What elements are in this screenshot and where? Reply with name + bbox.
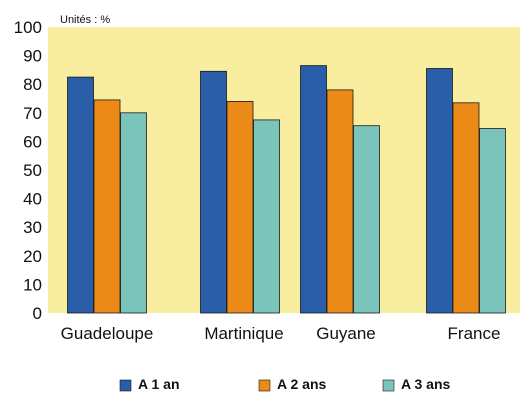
bar — [426, 68, 453, 314]
bar — [353, 125, 380, 314]
y-tick-label: 20 — [23, 247, 42, 266]
category-label: Martinique — [204, 324, 283, 343]
legend-label: A 3 ans — [401, 376, 450, 392]
bar — [479, 128, 506, 314]
legend-swatch — [382, 379, 395, 392]
bar — [326, 89, 354, 314]
y-tick-label: 90 — [23, 47, 42, 66]
y-tick-label: 30 — [23, 218, 42, 237]
y-tick-label: 40 — [23, 190, 42, 209]
legend-swatch — [119, 379, 132, 392]
y-axis: 0 10 20 30 40 50 60 70 80 90 100 — [14, 18, 42, 323]
bar — [67, 76, 94, 314]
bar — [253, 119, 280, 314]
bars — [67, 65, 506, 314]
unit-label: Unités : % — [60, 14, 110, 26]
y-tick-label: 70 — [23, 104, 42, 123]
legend: A 1 an A 2 ans A 3 ans — [119, 376, 450, 392]
y-tick-label: 100 — [14, 18, 42, 37]
y-tick-label: 10 — [23, 275, 42, 294]
bar — [93, 99, 121, 314]
x-axis: Guadeloupe Martinique Guyane France — [61, 324, 501, 343]
category-label: France — [448, 324, 501, 343]
y-tick-label: 80 — [23, 75, 42, 94]
category-label: Guyane — [316, 324, 376, 343]
bar — [452, 102, 480, 314]
y-tick-label: 60 — [23, 132, 42, 151]
y-tick-label: 0 — [33, 304, 42, 323]
legend-swatch — [258, 379, 271, 392]
bar — [200, 70, 227, 314]
bar — [300, 65, 327, 314]
bar — [120, 112, 147, 314]
legend-label: A 1 an — [138, 376, 180, 392]
y-tick-label: 50 — [23, 161, 42, 180]
bar — [226, 101, 254, 314]
category-label: Guadeloupe — [61, 324, 154, 343]
legend-label: A 2 ans — [277, 376, 326, 392]
